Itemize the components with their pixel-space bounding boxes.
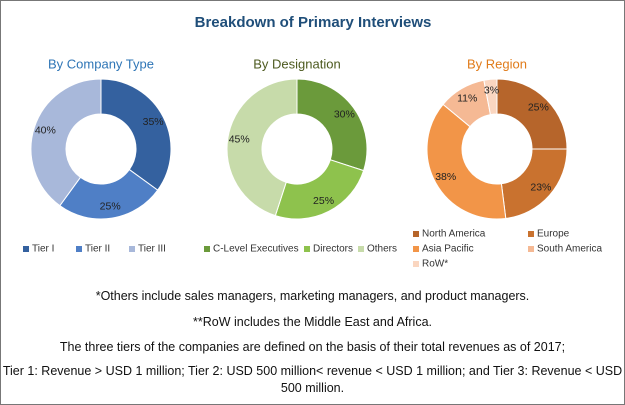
legend-swatch — [413, 261, 419, 267]
main-title: Breakdown of Primary Interviews — [195, 14, 432, 31]
data-label: 25% — [313, 195, 334, 207]
legend-swatch — [528, 246, 534, 252]
legend-label: Tier I — [32, 244, 54, 255]
data-label: 38% — [435, 171, 456, 183]
legend-label: Directors — [313, 244, 353, 255]
legend-label: Others — [367, 244, 397, 255]
data-label: 25% — [528, 101, 549, 113]
slice — [30, 78, 102, 207]
legend-swatch — [76, 246, 82, 252]
slice — [274, 159, 365, 220]
chart-title: By Region — [467, 56, 527, 71]
legend-swatch — [204, 246, 210, 252]
legend-swatch — [23, 246, 29, 252]
note: Tier 1: Revenue > USD 1 million; Tier 2:… — [2, 364, 623, 395]
note: *Others include sales managers, marketin… — [95, 289, 530, 303]
slice — [496, 78, 568, 150]
slice — [296, 78, 368, 172]
note: **RoW includes the Middle East and Afric… — [192, 315, 432, 329]
slice — [100, 78, 172, 191]
legend-swatch — [413, 246, 419, 252]
legend-label: Europe — [537, 229, 570, 240]
legend-label: RoW* — [422, 259, 448, 270]
legend-swatch — [413, 231, 419, 237]
legend-swatch — [528, 231, 534, 237]
slice — [226, 78, 298, 217]
data-label: 30% — [334, 108, 355, 120]
data-label: 11% — [457, 92, 477, 104]
legend-swatch — [129, 246, 135, 252]
legend-label: North America — [422, 229, 486, 240]
legend-label: C-Level Executives — [213, 244, 299, 255]
data-label: 40% — [35, 125, 56, 137]
legend-swatch — [304, 246, 310, 252]
legend-label: South America — [537, 244, 602, 255]
charts: Breakdown of Primary Interviews By Compa… — [23, 14, 602, 270]
legend-label: Tier II — [85, 244, 110, 255]
legend-swatch — [358, 246, 364, 252]
legend-label: Asia Pacific — [422, 244, 474, 255]
chart-title: By Designation — [253, 56, 340, 71]
chart-title: By Company Type — [48, 56, 154, 71]
slice — [426, 103, 507, 220]
data-label: 35% — [143, 116, 164, 128]
data-label: 3% — [484, 85, 499, 97]
legend-label: Tier III — [138, 244, 166, 255]
data-label: 25% — [100, 201, 121, 213]
note: The three tiers of the companies are def… — [59, 340, 566, 354]
data-label: 45% — [229, 134, 250, 146]
slice — [483, 78, 498, 116]
data-label: 23% — [530, 181, 551, 193]
